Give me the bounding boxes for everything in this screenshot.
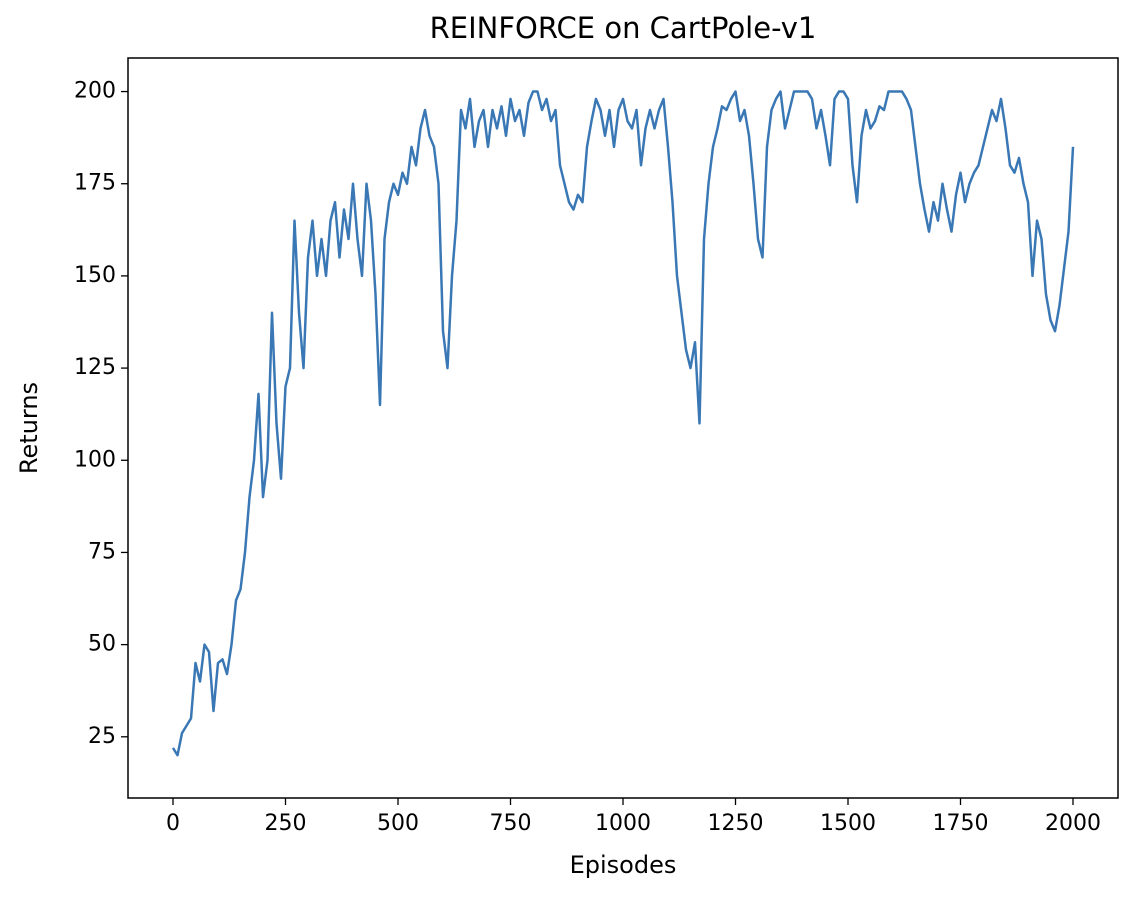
x-tick-label: 1750 — [933, 811, 989, 836]
y-tick-label: 125 — [74, 355, 116, 380]
y-axis-label: Returns — [15, 382, 43, 474]
y-tick-label: 75 — [88, 539, 116, 564]
data-line — [171, 90, 1075, 757]
y-tick-label: 175 — [74, 171, 116, 196]
x-tick-label: 750 — [490, 811, 532, 836]
x-tick-label: 0 — [166, 811, 180, 836]
y-tick-label: 100 — [74, 447, 116, 472]
y-tick-label: 25 — [88, 724, 116, 749]
x-tick-label: 1250 — [708, 811, 764, 836]
y-tick-label: 50 — [88, 632, 116, 657]
y-tick-label: 200 — [74, 79, 116, 104]
x-tick-label: 250 — [265, 811, 307, 836]
y-tick-label: 150 — [74, 263, 116, 288]
x-tick-label: 1500 — [820, 811, 876, 836]
x-tick-label: 1000 — [595, 811, 651, 836]
x-tick-label: 500 — [377, 811, 419, 836]
chart-title: REINFORCE on CartPole-v1 — [430, 11, 817, 45]
x-tick-label: 2000 — [1045, 811, 1101, 836]
x-axis-label: Episodes — [570, 851, 677, 879]
